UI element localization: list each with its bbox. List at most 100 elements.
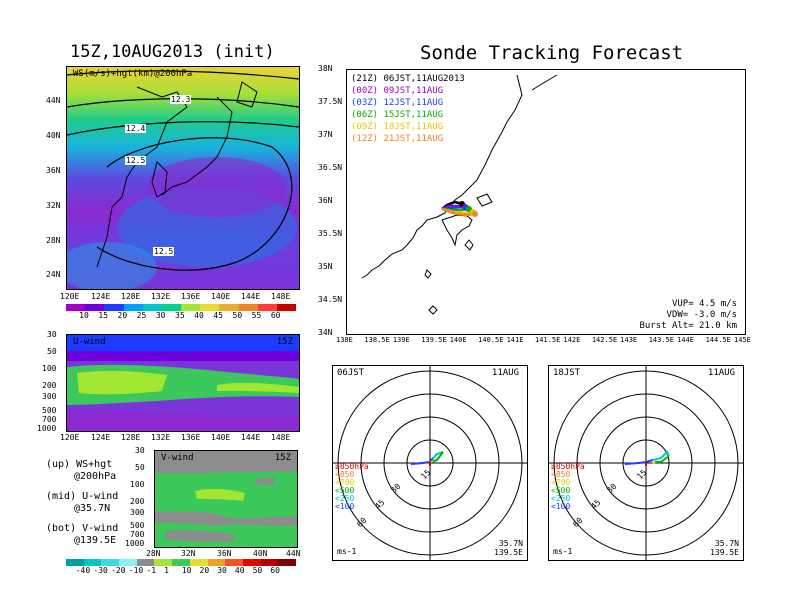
lat-tick: 28N	[46, 236, 61, 245]
contour-label: 12.3	[170, 95, 192, 104]
lon-tick: 132E	[151, 292, 171, 301]
track-legend-time: 18JST,11AUG	[383, 122, 444, 132]
hodo-unit: ms-1	[553, 547, 573, 556]
colorbar-tick: -10	[128, 566, 144, 575]
colorbar-swatch	[136, 559, 155, 566]
lon-tick: 141E	[506, 336, 524, 344]
v-wind-section: V-wind 15Z	[154, 450, 298, 548]
track-legend-time: 12JST,11AUG	[383, 98, 444, 108]
level-legend-item: <850	[335, 470, 355, 479]
colorbar-tick: 45	[213, 311, 223, 320]
colorbar-swatch	[123, 304, 143, 311]
track-legend-item: (12Z) 21JST,11AUG	[351, 133, 465, 145]
u-wind-field	[67, 335, 299, 431]
lon-tick: 136E	[181, 433, 201, 442]
track-legend-time: 09JST,11AUG	[383, 86, 444, 96]
lon-tick: 120E	[60, 292, 80, 301]
left-title: 15Z,10AUG2013 (init)	[70, 42, 275, 62]
p-tick: 200	[130, 497, 145, 506]
colorbar-tick: 60	[270, 566, 280, 575]
lon-tick: 148E	[271, 292, 291, 301]
lon-tick: 138.5E	[364, 336, 390, 344]
track-legend-time: 06JST,11AUG2013	[383, 74, 465, 84]
lon-tick: 120E	[60, 433, 80, 442]
track-legend-item: (09Z) 18JST,11AUG	[351, 121, 465, 133]
lon-tick: 140.5E	[478, 336, 504, 344]
lat-tick: 40N	[253, 549, 268, 558]
hodograph-right-rings	[549, 366, 743, 560]
track-legend-code: (21Z)	[351, 74, 384, 84]
lon-tick: 124E	[91, 433, 111, 442]
hodo-time: 06JST	[337, 368, 365, 378]
p-tick: 500	[130, 521, 145, 530]
colorbar-swatch	[101, 559, 120, 566]
v-wind-colorbar-ticks: -40 -30 -20 -10 -1 1 10 20 30 40 50 60	[66, 566, 296, 576]
colorbar-swatch	[276, 304, 297, 311]
p-tick: 1000	[37, 424, 57, 433]
hodo-lon: 139.5E	[710, 548, 739, 557]
track-legend-item: (21Z) 06JST,11AUG2013	[351, 73, 465, 85]
colorbar-swatch	[181, 304, 201, 311]
lat-tick: 44N	[46, 96, 61, 105]
hodograph-left-rings	[333, 366, 527, 560]
colorbar-swatch	[154, 559, 173, 566]
hodo-date: 11AUG	[707, 368, 735, 378]
level-legend-item: <100	[335, 502, 355, 511]
track-legend-item: (00Z) 09JST,11AUG	[351, 85, 465, 97]
colorbar-swatch	[104, 304, 124, 311]
lon-tick: 128E	[121, 433, 141, 442]
colorbar-swatch	[242, 559, 261, 566]
p-tick: 50	[135, 463, 145, 472]
colorbar-tick: 60	[270, 311, 281, 320]
level-legend-item: <700	[335, 478, 355, 487]
level-legend-item: <250	[335, 494, 355, 503]
colorbar-tick: 55	[251, 311, 262, 320]
lat-tick: 35.5N	[318, 229, 343, 238]
lon-tick: 138E	[336, 336, 353, 344]
p-tick: 700	[130, 530, 145, 539]
colorbar-swatch	[85, 304, 105, 311]
hodo-lat: 35.7N	[498, 539, 523, 548]
hodo-unit: ms-1	[337, 547, 357, 556]
v-wind-label: V-wind	[161, 453, 194, 463]
colorbar-swatch	[142, 304, 162, 311]
colorbar-swatch	[238, 304, 258, 311]
track-legend-item: (06Z) 15JST,11AUG	[351, 109, 465, 121]
lon-tick: 132E	[151, 433, 171, 442]
lat-tick: 28N	[146, 549, 161, 558]
colorbar-swatch	[83, 559, 102, 566]
track-map: (21Z) 06JST,11AUG2013 (00Z) 09JST,11AUG (0…	[346, 69, 746, 335]
p-tick: 30	[135, 446, 145, 455]
lon-tick: 144E	[677, 336, 694, 344]
lon-tick: 139E	[392, 336, 410, 344]
hodograph-left: 06JST 11AUG 15 30 45 60 ≥850hPa <850 <700 <…	[332, 365, 528, 561]
colorbar-tick: 10	[181, 566, 192, 575]
level-legend-item: ≥850hPa	[335, 462, 369, 471]
colorbar-swatch	[189, 559, 208, 566]
lat-tick: 35N	[318, 262, 333, 271]
colorbar-swatch	[278, 559, 296, 566]
colorbar-tick: -1	[146, 566, 157, 575]
track-legend-item: (03Z) 12JST,11AUG	[351, 97, 465, 109]
v-wind-time: 15Z	[274, 453, 291, 463]
lon-tick: 128E	[121, 292, 141, 301]
colorbar-tick: 40	[234, 566, 245, 575]
colorbar-swatch	[257, 304, 277, 311]
level-legend-item: ≥850hPa	[551, 462, 585, 471]
colorbar-tick: 25	[136, 311, 147, 320]
p-tick: 200	[42, 381, 57, 390]
level-legend-item: <850	[551, 470, 571, 479]
level-legend-item: <250	[551, 494, 571, 503]
track-legend-code: (06Z)	[351, 110, 384, 120]
lat-tick: 36.5N	[318, 163, 343, 172]
colorbar-tick: 35	[175, 311, 185, 320]
hodo-date: 11AUG	[491, 368, 519, 378]
track-legend-code: (12Z)	[351, 134, 384, 144]
level-legend-item: <700	[551, 478, 571, 487]
p-tick: 1000	[125, 539, 145, 548]
burst-text: Burst Alt= 21.0 km	[639, 321, 737, 331]
lon-tick: 140E	[449, 336, 467, 344]
lon-tick: 136E	[181, 292, 201, 301]
lon-tick: 140E	[211, 433, 231, 442]
lon-tick: 144E	[241, 433, 261, 442]
